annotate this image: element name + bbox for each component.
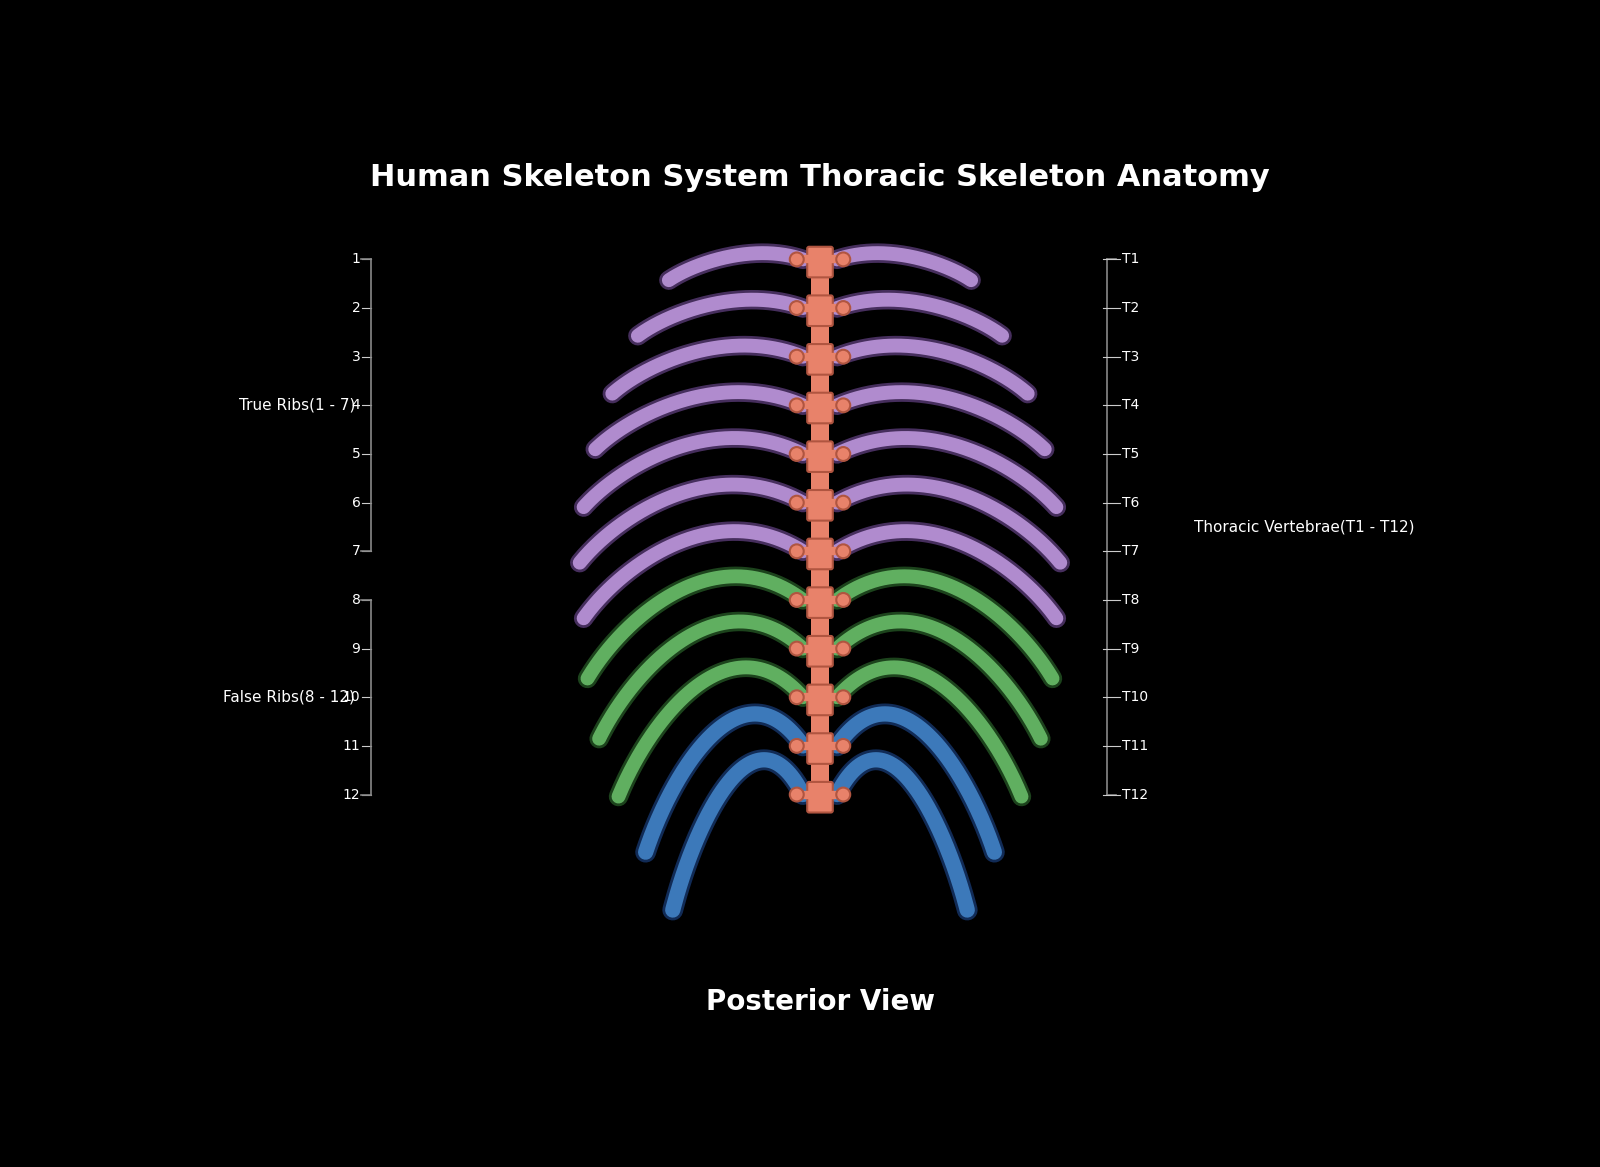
Text: T1: T1	[1122, 252, 1139, 266]
Circle shape	[837, 350, 850, 364]
Text: T11: T11	[1122, 739, 1149, 753]
Text: T12: T12	[1122, 788, 1149, 802]
FancyBboxPatch shape	[808, 295, 832, 326]
Bar	[811, 756, 829, 784]
Circle shape	[790, 788, 803, 802]
Text: T5: T5	[1122, 447, 1139, 461]
Text: T9: T9	[1122, 642, 1139, 656]
Bar	[811, 513, 829, 540]
Circle shape	[790, 739, 803, 753]
Circle shape	[790, 593, 803, 607]
Circle shape	[790, 691, 803, 704]
Text: 10: 10	[342, 690, 360, 704]
FancyBboxPatch shape	[808, 685, 832, 715]
Bar	[811, 708, 829, 735]
Circle shape	[837, 691, 850, 704]
FancyBboxPatch shape	[808, 344, 832, 375]
Circle shape	[790, 447, 803, 461]
FancyBboxPatch shape	[808, 539, 832, 569]
FancyBboxPatch shape	[808, 782, 832, 812]
Text: 2: 2	[352, 301, 360, 315]
Circle shape	[837, 398, 850, 412]
Text: T7: T7	[1122, 544, 1139, 558]
Text: Thoracic Vertebrae(T1 - T12): Thoracic Vertebrae(T1 - T12)	[1194, 519, 1414, 534]
Circle shape	[790, 252, 803, 266]
Text: T8: T8	[1122, 593, 1139, 607]
Text: 11: 11	[342, 739, 360, 753]
FancyBboxPatch shape	[808, 246, 832, 278]
Circle shape	[790, 301, 803, 315]
Text: 9: 9	[352, 642, 360, 656]
Circle shape	[790, 544, 803, 558]
Circle shape	[837, 642, 850, 656]
Text: 1: 1	[352, 252, 360, 266]
Circle shape	[790, 350, 803, 364]
Circle shape	[837, 593, 850, 607]
Bar	[811, 610, 829, 638]
Circle shape	[790, 642, 803, 656]
Circle shape	[837, 544, 850, 558]
Bar	[811, 562, 829, 589]
Text: 5: 5	[352, 447, 360, 461]
Text: False Ribs(8 - 12): False Ribs(8 - 12)	[222, 690, 355, 705]
Bar	[811, 417, 829, 443]
Bar	[811, 464, 829, 491]
Text: 8: 8	[352, 593, 360, 607]
Circle shape	[790, 496, 803, 510]
Text: Human Skeleton System Thoracic Skeleton Anatomy: Human Skeleton System Thoracic Skeleton …	[370, 162, 1270, 191]
FancyBboxPatch shape	[808, 587, 832, 617]
Bar	[811, 319, 829, 345]
Text: 4: 4	[352, 398, 360, 412]
Text: 7: 7	[352, 544, 360, 558]
Text: T6: T6	[1122, 496, 1139, 510]
FancyBboxPatch shape	[808, 490, 832, 520]
Text: T2: T2	[1122, 301, 1139, 315]
Text: 3: 3	[352, 350, 360, 364]
Circle shape	[837, 252, 850, 266]
Text: T3: T3	[1122, 350, 1139, 364]
Circle shape	[837, 496, 850, 510]
Circle shape	[837, 301, 850, 315]
Bar	[811, 659, 829, 686]
Text: True Ribs(1 - 7): True Ribs(1 - 7)	[238, 398, 355, 413]
Circle shape	[837, 447, 850, 461]
Text: T10: T10	[1122, 690, 1149, 704]
Text: Posterior View: Posterior View	[706, 988, 934, 1016]
Bar	[811, 368, 829, 394]
Circle shape	[837, 788, 850, 802]
Text: 12: 12	[342, 788, 360, 802]
Text: 6: 6	[352, 496, 360, 510]
Text: T4: T4	[1122, 398, 1139, 412]
Circle shape	[790, 398, 803, 412]
FancyBboxPatch shape	[808, 441, 832, 471]
Circle shape	[837, 739, 850, 753]
FancyBboxPatch shape	[808, 636, 832, 666]
FancyBboxPatch shape	[808, 393, 832, 424]
FancyBboxPatch shape	[808, 733, 832, 764]
Bar	[811, 271, 829, 298]
